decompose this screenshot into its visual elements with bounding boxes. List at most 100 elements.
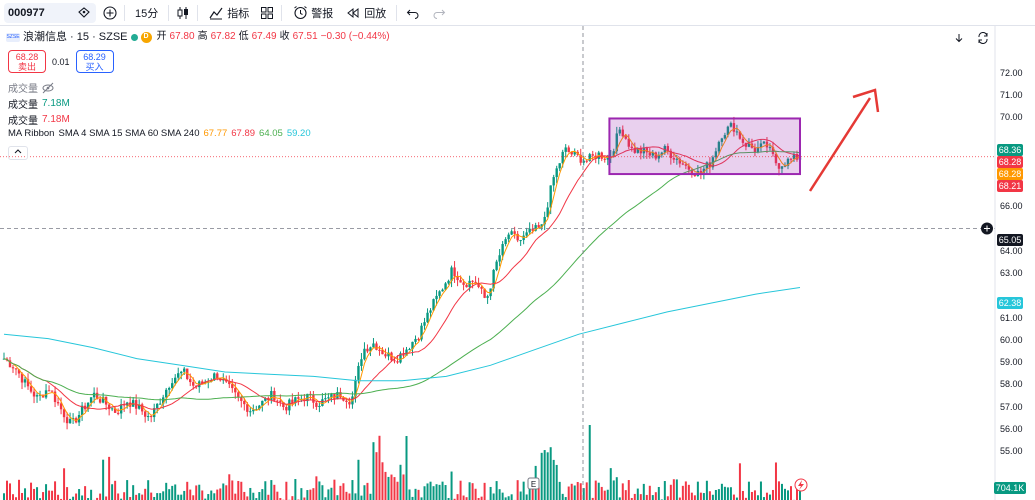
candle-body	[59, 403, 63, 410]
candle-body	[570, 152, 573, 155]
candle-body	[603, 158, 606, 160]
volume-bar	[99, 493, 102, 500]
volume-bar	[369, 493, 372, 500]
alert-button[interactable]: 警报	[288, 2, 337, 24]
volume-indicator-1[interactable]: 成交量 7.18M	[8, 96, 70, 111]
symbol-search[interactable]: 000977	[4, 2, 96, 23]
candle-body	[372, 343, 375, 348]
candle-body	[390, 352, 393, 361]
indicators-button[interactable]: 指标	[204, 2, 253, 24]
candle-body	[549, 185, 552, 208]
price-tag: 65.05	[997, 234, 1023, 246]
candle-body	[513, 231, 516, 234]
volume-bar	[573, 485, 576, 500]
volume-bar	[756, 495, 759, 500]
chevron-up-icon	[14, 149, 22, 154]
volume-2-label: 成交量	[8, 116, 38, 127]
volume-bar	[63, 468, 66, 500]
volume-bar	[624, 490, 627, 500]
add-symbol-icon[interactable]	[102, 5, 118, 21]
ma-ribbon-indicator[interactable]: MA Ribbon SMA 4 SMA 15 SMA 60 SMA 240 67…	[8, 128, 311, 139]
volume-bar	[177, 494, 180, 500]
undo-icon[interactable]	[405, 5, 421, 21]
candle-body	[360, 359, 363, 366]
candle-body	[447, 280, 450, 284]
event-marker-label: E	[531, 480, 536, 489]
volume-bar	[612, 480, 615, 500]
candle-body	[411, 341, 414, 350]
price-tag: 68.36	[997, 144, 1023, 156]
candle-body	[660, 152, 664, 156]
redo-icon[interactable]	[431, 5, 447, 21]
candle-body	[11, 367, 15, 369]
volume-bar	[153, 496, 156, 500]
volume-bar	[45, 484, 48, 500]
collapse-legend-button[interactable]	[8, 146, 28, 160]
price-chart[interactable]: E	[0, 26, 1035, 500]
layout-grid-icon[interactable]	[259, 5, 275, 21]
volume-bar	[621, 483, 624, 500]
volume-bar	[441, 481, 444, 500]
interval-button[interactable]: 15分	[131, 2, 162, 24]
volume-bar	[558, 481, 561, 500]
candle-body	[717, 141, 721, 152]
price-axis-tick: 71.00	[1000, 90, 1023, 101]
volume-bar	[690, 492, 693, 500]
eye-hidden-icon[interactable]	[42, 82, 54, 94]
symbol-compare-icon[interactable]	[76, 5, 92, 21]
arrow-down-icon[interactable]	[951, 30, 967, 46]
candle-body	[180, 371, 183, 374]
candle-body	[687, 165, 691, 170]
candle-body	[152, 408, 156, 418]
volume-bar	[597, 482, 600, 500]
volume-bar	[579, 483, 582, 500]
volume-bar	[114, 480, 117, 500]
replay-button[interactable]: 回放	[341, 2, 390, 24]
volume-bar	[84, 486, 87, 500]
volume-bar	[384, 471, 387, 500]
volume-bar	[525, 494, 528, 500]
volume-indicator-hidden[interactable]: 成交量	[8, 80, 54, 95]
candle-body	[23, 379, 27, 383]
sma60-value: 64.05	[259, 128, 283, 139]
buy-button[interactable]: 68.29 买入	[75, 50, 114, 73]
candle-body	[267, 397, 270, 401]
volume-bar	[654, 492, 657, 500]
candle-body	[519, 240, 522, 242]
volume-bar	[657, 486, 660, 500]
restore-icon[interactable]	[975, 30, 991, 46]
volume-2-value: 7.18M	[42, 114, 70, 125]
volume-bar	[183, 490, 186, 500]
candle-body	[501, 244, 504, 256]
volume-bar	[741, 490, 744, 500]
volume-bar	[390, 474, 393, 500]
volume-bar	[249, 487, 252, 500]
sell-button[interactable]: 68.28 卖出	[8, 50, 46, 73]
price-axis-tick: 61.00	[1000, 312, 1023, 323]
candle-body	[8, 360, 12, 368]
lightning-icon-bolt	[798, 480, 804, 490]
candle-body	[690, 169, 694, 175]
volume-indicator-2[interactable]: 成交量 7.18M	[8, 112, 70, 127]
volume-bar	[312, 488, 315, 500]
volume-bar	[531, 485, 534, 500]
candle-body	[330, 394, 333, 398]
candle-body	[89, 397, 93, 403]
volume-bar	[723, 486, 726, 500]
candle-body	[654, 152, 658, 159]
volume-bar	[516, 480, 519, 500]
candle-style-icon[interactable]	[175, 5, 191, 21]
candle-body	[213, 373, 216, 381]
candle-body	[294, 397, 297, 404]
volume-bar	[54, 481, 57, 500]
volume-bar	[57, 494, 60, 500]
volume-bar	[300, 488, 303, 500]
volume-bar	[285, 481, 288, 500]
volume-bar	[423, 486, 426, 500]
candle-body	[621, 129, 624, 137]
volume-bar	[24, 488, 27, 500]
volume-bar	[483, 482, 486, 500]
volume-bar	[543, 450, 546, 500]
candle-body	[744, 142, 748, 147]
volume-bar	[189, 489, 192, 500]
